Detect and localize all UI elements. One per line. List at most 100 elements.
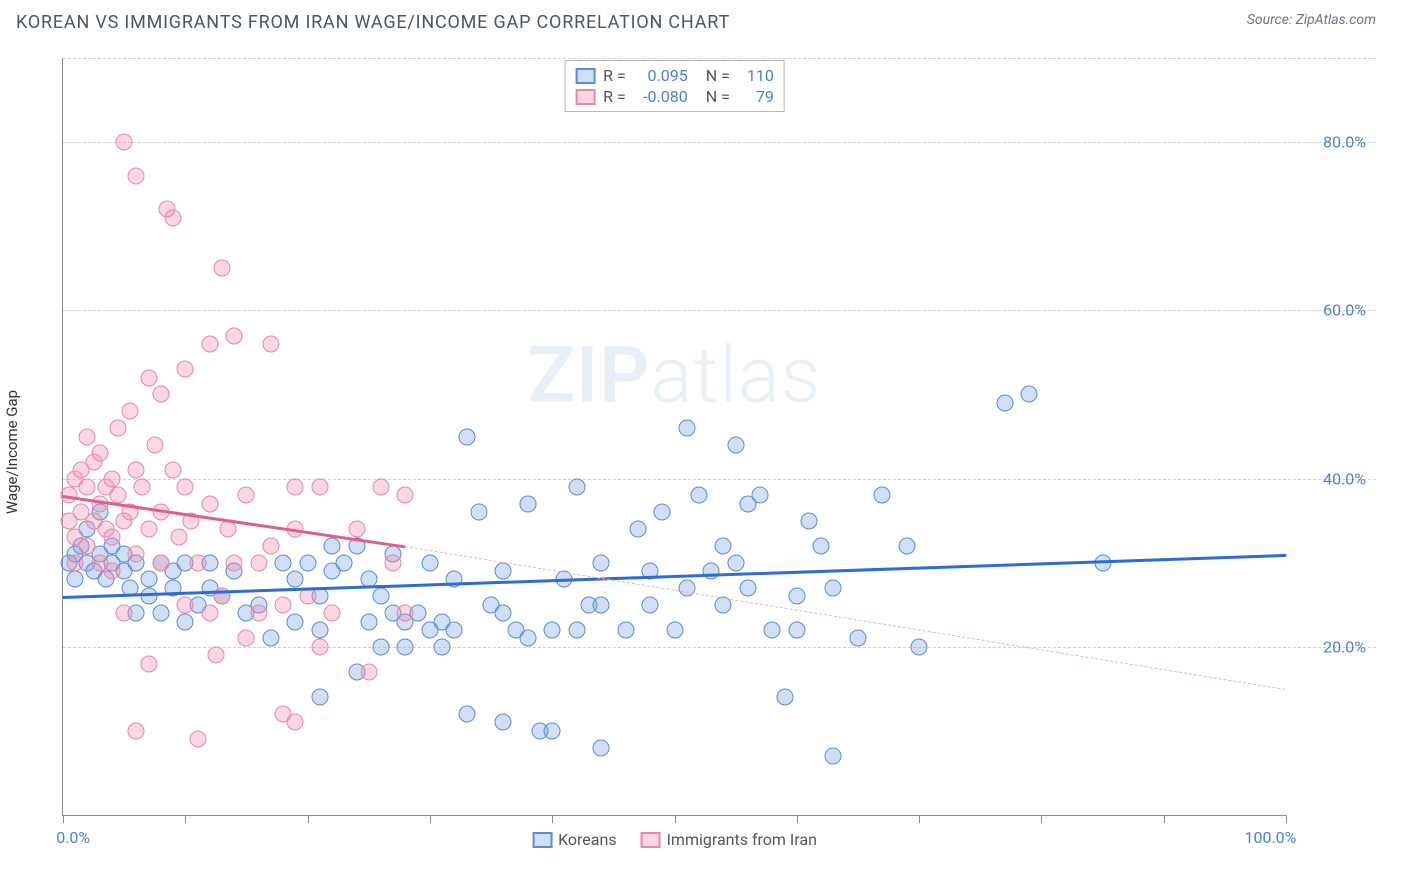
data-point-koreans bbox=[593, 596, 610, 613]
data-point-iran bbox=[397, 487, 414, 504]
data-point-iran bbox=[116, 134, 133, 151]
data-point-koreans bbox=[703, 563, 720, 580]
data-point-iran bbox=[372, 478, 389, 495]
data-point-iran bbox=[189, 554, 206, 571]
data-point-iran bbox=[311, 638, 328, 655]
data-point-koreans bbox=[495, 714, 512, 731]
data-point-koreans bbox=[727, 436, 744, 453]
gridline bbox=[63, 310, 1376, 311]
data-point-iran bbox=[189, 731, 206, 748]
gridline bbox=[63, 142, 1376, 143]
data-point-iran bbox=[385, 554, 402, 571]
data-point-iran bbox=[103, 470, 120, 487]
data-point-iran bbox=[128, 167, 145, 184]
data-point-iran bbox=[201, 495, 218, 512]
x-tick bbox=[1286, 815, 1287, 823]
y-tick-label: 60.0% bbox=[1323, 301, 1366, 320]
data-point-koreans bbox=[67, 571, 84, 588]
data-point-iran bbox=[128, 462, 145, 479]
data-point-iran bbox=[250, 554, 267, 571]
data-point-koreans bbox=[825, 579, 842, 596]
x-tick bbox=[919, 815, 920, 823]
data-point-koreans bbox=[666, 621, 683, 638]
chart-container: Wage/Income Gap ZIPatlas 20.0%40.0%60.0%… bbox=[50, 48, 1376, 856]
y-tick-label: 20.0% bbox=[1323, 637, 1366, 656]
data-point-koreans bbox=[568, 621, 585, 638]
x-tick bbox=[797, 815, 798, 823]
chart-source: Source: ZipAtlas.com bbox=[1247, 12, 1376, 28]
legend-swatch-iran bbox=[641, 832, 661, 848]
data-point-koreans bbox=[874, 487, 891, 504]
data-point-koreans bbox=[458, 428, 475, 445]
data-point-koreans bbox=[446, 571, 463, 588]
trend-line-koreans bbox=[63, 554, 1286, 599]
data-point-iran bbox=[165, 462, 182, 479]
n-value-iran: 79 bbox=[740, 87, 774, 106]
legend-label-iran: Immigrants from Iran bbox=[667, 830, 817, 849]
gridline bbox=[63, 647, 1376, 648]
data-point-koreans bbox=[299, 554, 316, 571]
data-point-koreans bbox=[372, 588, 389, 605]
x-tick bbox=[185, 815, 186, 823]
data-point-koreans bbox=[629, 521, 646, 538]
x-tick bbox=[308, 815, 309, 823]
swatch-koreans bbox=[575, 68, 595, 84]
y-axis-label: Wage/Income Gap bbox=[3, 390, 21, 514]
data-point-iran bbox=[103, 563, 120, 580]
data-point-koreans bbox=[568, 478, 585, 495]
data-point-koreans bbox=[519, 495, 536, 512]
x-tick-label: 0.0% bbox=[56, 828, 90, 847]
data-point-iran bbox=[128, 722, 145, 739]
trend-extrapolation-iran bbox=[405, 546, 1286, 690]
stats-row-koreans: R =0.095N =110 bbox=[575, 65, 774, 86]
data-point-koreans bbox=[262, 630, 279, 647]
data-point-koreans bbox=[446, 621, 463, 638]
data-point-koreans bbox=[311, 689, 328, 706]
data-point-iran bbox=[67, 554, 84, 571]
legend-swatch-koreans bbox=[532, 832, 552, 848]
data-point-koreans bbox=[140, 588, 157, 605]
data-point-iran bbox=[226, 554, 243, 571]
n-label: N = bbox=[696, 66, 732, 85]
x-tick bbox=[1041, 815, 1042, 823]
data-point-iran bbox=[177, 361, 194, 378]
x-tick bbox=[1164, 815, 1165, 823]
data-point-koreans bbox=[825, 748, 842, 765]
data-point-iran bbox=[140, 369, 157, 386]
y-tick-label: 80.0% bbox=[1323, 133, 1366, 152]
data-point-iran bbox=[226, 327, 243, 344]
data-point-koreans bbox=[544, 722, 561, 739]
data-point-koreans bbox=[849, 630, 866, 647]
data-point-koreans bbox=[177, 613, 194, 630]
data-point-koreans bbox=[654, 504, 671, 521]
data-point-koreans bbox=[495, 563, 512, 580]
data-point-koreans bbox=[372, 638, 389, 655]
data-point-koreans bbox=[324, 537, 341, 554]
plot-area: ZIPatlas 20.0%40.0%60.0%80.0%0.0%100.0% … bbox=[62, 58, 1286, 816]
data-point-koreans bbox=[911, 638, 928, 655]
data-point-koreans bbox=[140, 571, 157, 588]
data-point-koreans bbox=[776, 689, 793, 706]
r-value-koreans: 0.095 bbox=[636, 66, 688, 85]
x-tick bbox=[430, 815, 431, 823]
data-point-koreans bbox=[495, 605, 512, 622]
y-tick-label: 40.0% bbox=[1323, 469, 1366, 488]
r-value-iran: -0.080 bbox=[636, 87, 688, 106]
n-value-koreans: 110 bbox=[740, 66, 774, 85]
data-point-iran bbox=[103, 529, 120, 546]
data-point-koreans bbox=[752, 487, 769, 504]
swatch-iran bbox=[575, 89, 595, 105]
r-label: R = bbox=[603, 87, 628, 106]
data-point-iran bbox=[287, 714, 304, 731]
data-point-koreans bbox=[764, 621, 781, 638]
data-point-iran bbox=[311, 478, 328, 495]
data-point-koreans bbox=[519, 630, 536, 647]
gridline bbox=[63, 479, 1376, 480]
data-point-iran bbox=[134, 478, 151, 495]
data-point-iran bbox=[287, 478, 304, 495]
data-point-iran bbox=[140, 521, 157, 538]
data-point-iran bbox=[201, 605, 218, 622]
data-point-iran bbox=[213, 260, 230, 277]
data-point-koreans bbox=[434, 638, 451, 655]
data-point-koreans bbox=[470, 504, 487, 521]
